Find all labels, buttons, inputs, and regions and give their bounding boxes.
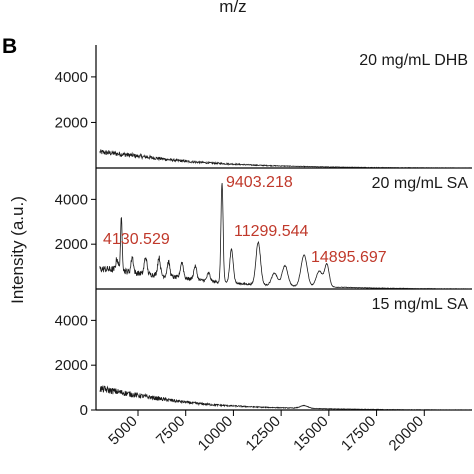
y-axis-title: Intensity (a.u.) [8, 196, 27, 304]
panel-condition-label: 20 mg/mL SA [372, 175, 469, 192]
x-tick-label: 17500 [338, 413, 380, 455]
x-tick-label: 7500 [153, 413, 189, 449]
panel-condition-label: 15 mg/mL SA [372, 296, 469, 313]
spectrum-panel-1: 2000 4000 20 mg/mL DHB [55, 45, 472, 169]
peak-annotation: 14895.697 [311, 249, 387, 266]
spectrum-trace [99, 182, 472, 290]
x-tick-label: 12500 [242, 413, 284, 455]
spectrum-panel-2: 2000 4000 20 mg/mL SA 4130.529 9403.218 11299… [55, 168, 472, 290]
top-cut-axis-label: m/z [219, 0, 246, 16]
panel-condition-label: 20 mg/mL DHB [359, 52, 468, 69]
y-tick-label: 2000 [55, 357, 88, 374]
x-tick-label: 15000 [290, 413, 332, 455]
plot-area: 2000 4000 20 mg/mL DHB 2000 4000 20 mg/mL SA 4… [55, 45, 473, 454]
peak-annotation: 11299.544 [234, 223, 309, 240]
y-tick-label: 4000 [55, 191, 88, 208]
y-tick-label: 4000 [55, 69, 88, 86]
y-tick-label: 4000 [55, 312, 88, 329]
y-tick-label: 2000 [55, 114, 88, 131]
spectrum-trace [99, 149, 472, 169]
spectrum-panel-3: 0 2000 4000 15 mg/mL SA [55, 289, 473, 419]
y-tick-label: 0 [80, 402, 88, 419]
peak-annotation: 9403.218 [226, 174, 293, 191]
x-tick-label: 10000 [195, 413, 237, 455]
x-tick-label: 20000 [386, 413, 428, 455]
x-tick-label: 5000 [105, 413, 141, 449]
y-tick-label: 2000 [55, 236, 88, 253]
panel-letter: B [2, 35, 17, 58]
spectrum-trace [99, 385, 473, 411]
x-axis: 5000 7500 10000 12500 15000 17500 20000 [105, 410, 427, 454]
peak-annotation: 4130.529 [103, 231, 170, 248]
